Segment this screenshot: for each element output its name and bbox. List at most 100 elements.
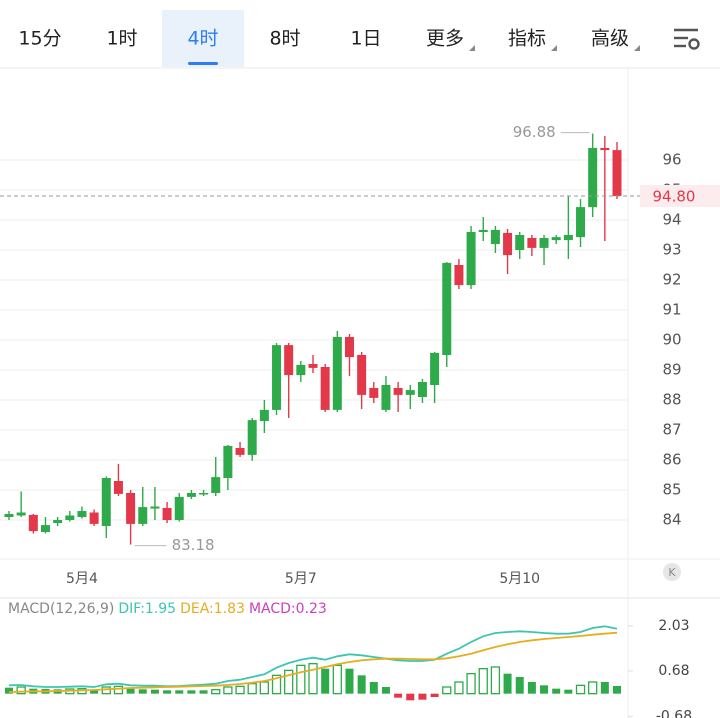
- candle-body: [454, 265, 464, 286]
- x-tick-label: 5月10: [499, 571, 540, 587]
- legend-entry: DEA:1.83: [180, 601, 245, 617]
- candle-body: [563, 235, 573, 241]
- tab-label[interactable]: 1时: [106, 28, 137, 50]
- k-badge-label[interactable]: K: [668, 566, 676, 579]
- candle-body: [89, 512, 99, 524]
- candle-body: [576, 207, 586, 238]
- y-tick-label: -0.68: [656, 708, 692, 718]
- candle-body: [272, 345, 282, 410]
- macd-bar: [613, 686, 621, 694]
- macd-bar: [478, 668, 488, 695]
- candle-body: [320, 367, 330, 410]
- macd-bar: [235, 685, 245, 695]
- tab-label[interactable]: 高级: [591, 28, 629, 50]
- indicator-title: MACD(12,26,9): [8, 601, 114, 617]
- candle-body: [430, 352, 440, 385]
- macd-bar: [163, 690, 172, 694]
- candle-body: [442, 262, 452, 355]
- y-tick-label: 2.03: [658, 618, 689, 634]
- macd-bar: [369, 682, 378, 694]
- candle-body: [235, 448, 245, 455]
- candle-body: [284, 345, 294, 376]
- y-tick-label: 93: [662, 241, 681, 259]
- last-price-bg: [640, 185, 720, 207]
- y-tick-label: 96: [662, 151, 681, 169]
- k-badge[interactable]: [663, 563, 681, 581]
- candle-body: [40, 525, 50, 532]
- candle-body: [186, 493, 196, 497]
- candle-body: [490, 229, 500, 244]
- tab-label[interactable]: 更多: [426, 28, 464, 50]
- macd-bar: [490, 666, 501, 695]
- macd-bar: [527, 682, 536, 694]
- y-tick-label: 92: [662, 271, 681, 289]
- settings-icon[interactable]: [674, 28, 700, 50]
- macd-bar: [503, 673, 512, 694]
- macd-bar: [308, 663, 318, 695]
- macd-bar: [332, 664, 342, 695]
- y-tick-label: 84: [662, 511, 681, 529]
- candle-body: [16, 512, 26, 516]
- tab-label[interactable]: 15分: [18, 28, 61, 50]
- macd-line: [8, 625, 618, 688]
- candle-body: [612, 150, 622, 196]
- tab-label[interactable]: 4时: [187, 28, 218, 50]
- macd-bar: [345, 668, 354, 694]
- y-tick-label: 85: [662, 481, 681, 499]
- low-marker-label: 83.18: [172, 536, 215, 554]
- high-marker-label: 96.88: [513, 123, 556, 141]
- candle-body: [369, 388, 379, 398]
- candle-body: [600, 148, 610, 151]
- macd-bar: [442, 686, 452, 695]
- macd-bar: [321, 668, 330, 694]
- y-tick-label: 91: [662, 301, 681, 319]
- macd-bar: [223, 686, 233, 695]
- x-tick-label: 5月4: [66, 571, 98, 587]
- candle-body: [539, 238, 549, 248]
- candle-body: [150, 506, 160, 509]
- candle-body: [515, 235, 525, 250]
- macd-bar: [454, 681, 464, 695]
- y-tick-label: 0.68: [658, 663, 689, 679]
- last-price-label: 94.80: [653, 188, 696, 206]
- y-tick-label: 88: [662, 391, 681, 409]
- legend-entry: DIF:1.95: [118, 601, 176, 617]
- macd-bar: [515, 677, 524, 694]
- y-tick-label: 90: [662, 331, 681, 349]
- macd-bar: [381, 687, 390, 694]
- candle-body: [174, 496, 184, 520]
- macd-bar: [394, 693, 403, 698]
- candle-body: [332, 337, 342, 410]
- candle-body: [503, 232, 513, 256]
- candle-body: [357, 355, 367, 395]
- candle-body: [162, 508, 172, 520]
- tab-label[interactable]: 8时: [269, 28, 300, 50]
- macd-bar: [138, 689, 147, 694]
- candle-body: [466, 232, 476, 286]
- macd-bar: [357, 675, 366, 694]
- candle-body: [223, 445, 233, 478]
- macd-bar: [259, 681, 270, 695]
- candle-body: [247, 420, 257, 455]
- y-tick-label: 87: [662, 421, 681, 439]
- macd-bar: [16, 686, 26, 695]
- macd-bar: [430, 693, 439, 697]
- tab-label[interactable]: 指标: [508, 28, 546, 50]
- macd-bar: [247, 683, 257, 695]
- candle-body: [77, 511, 87, 517]
- indicator-legend: MACD(12,26,9) DIF:1.95 DEA:1.83 MACD:0.23: [8, 601, 327, 617]
- macd-bar: [150, 689, 159, 694]
- candle-body: [259, 409, 269, 421]
- menu-caret: [551, 45, 557, 51]
- macd-bar: [113, 685, 124, 695]
- active-tab-bg: [162, 10, 244, 67]
- candle-body: [211, 477, 221, 493]
- candle-body: [478, 229, 488, 232]
- macd-bar: [600, 682, 609, 694]
- legend-entry: MACD:0.23: [249, 601, 327, 617]
- tab-label[interactable]: 1日: [350, 28, 381, 50]
- macd-bar: [466, 673, 476, 695]
- candle-body: [4, 514, 14, 517]
- menu-caret: [634, 45, 640, 51]
